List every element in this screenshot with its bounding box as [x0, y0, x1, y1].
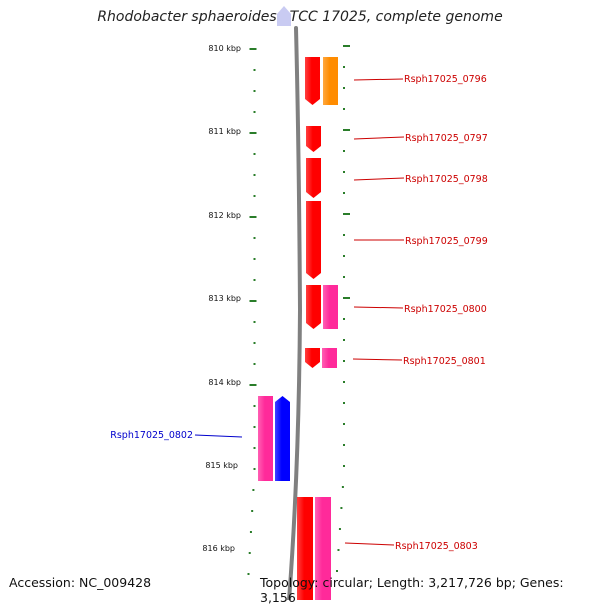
gene-leader-line [352, 358, 403, 361]
major-tick [249, 300, 257, 302]
minor-tick [343, 402, 345, 404]
scale-label: 814 kbp [208, 378, 241, 387]
minor-tick [253, 174, 256, 176]
gene-leader-line [194, 434, 243, 438]
scale-label: 810 kbp [208, 44, 241, 53]
gene-feature-block[interactable] [306, 201, 321, 279]
minor-tick [343, 87, 345, 89]
minor-tick [336, 570, 338, 572]
gene-leader-line [353, 177, 405, 181]
gene-feature-block[interactable] [306, 126, 321, 152]
minor-tick [253, 447, 256, 449]
minor-tick [253, 237, 256, 239]
minor-tick [253, 195, 256, 197]
minor-tick [253, 405, 256, 407]
gene-feature-block[interactable] [305, 348, 320, 368]
minor-tick [343, 66, 345, 68]
gene-feature-block[interactable] [305, 57, 320, 105]
minor-tick [253, 279, 256, 281]
major-tick [343, 45, 350, 47]
minor-tick [343, 381, 345, 383]
gene-feature-block[interactable] [297, 497, 313, 600]
minor-tick [343, 318, 345, 320]
minor-tick [343, 276, 345, 278]
minor-tick [251, 510, 254, 512]
minor-tick [253, 342, 256, 344]
minor-tick [343, 444, 345, 446]
major-tick [343, 129, 350, 131]
minor-tick [343, 150, 345, 152]
gene-label[interactable]: Rsph17025_0799 [405, 236, 488, 247]
minor-tick [343, 423, 345, 425]
gene-leader-line [353, 78, 404, 81]
minor-tick [249, 531, 252, 533]
scale-label: 813 kbp [208, 294, 241, 303]
gene-label[interactable]: Rsph17025_0798 [405, 174, 488, 185]
gene-feature-block[interactable] [315, 497, 331, 600]
scale-label: 812 kbp [208, 211, 241, 220]
minor-tick [341, 486, 344, 488]
gene-feature-block[interactable] [306, 158, 321, 198]
minor-tick [343, 255, 345, 257]
minor-tick [340, 507, 343, 509]
major-tick [249, 216, 257, 218]
gene-label[interactable]: Rsph17025_0800 [404, 304, 487, 315]
gene-feature-block[interactable] [323, 57, 338, 105]
major-tick [343, 213, 350, 215]
minor-tick [343, 360, 345, 362]
minor-tick [253, 90, 256, 92]
major-tick [249, 132, 257, 134]
minor-tick [253, 363, 256, 365]
minor-tick [338, 528, 341, 530]
topology-summary: Topology: circular; Length: 3,217,726 bp… [260, 575, 564, 605]
gene-label[interactable]: Rsph17025_0803 [395, 541, 478, 552]
minor-tick [337, 549, 340, 551]
feature-blocks [258, 57, 338, 600]
map-title: Rhodobacter sphaeroides ATCC 17025, comp… [97, 9, 503, 25]
minor-tick [253, 153, 256, 155]
scale-labels: 810 kbp 811 kbp 812 kbp 813 kbp 814 kbp 815 k… [202, 44, 241, 553]
gene-label[interactable]: Rsph17025_0796 [404, 74, 487, 85]
minor-tick [253, 258, 256, 260]
major-tick [249, 48, 257, 50]
gene-label[interactable]: Rsph17025_0797 [405, 133, 488, 144]
gene-leader-line [353, 136, 405, 140]
minor-tick [343, 108, 345, 110]
scroll-up-arrow-icon[interactable] [277, 6, 291, 26]
scale-ticks-right [336, 45, 350, 572]
minor-tick [343, 465, 345, 467]
minor-tick [253, 111, 256, 113]
minor-tick [253, 69, 256, 71]
minor-tick [343, 192, 345, 194]
minor-tick [252, 489, 255, 491]
minor-tick [253, 321, 256, 323]
scale-label: 816 kbp [202, 544, 235, 553]
gene-feature-block[interactable] [322, 348, 337, 368]
minor-tick [247, 573, 250, 575]
gene-labels: Rsph17025_0796 Rsph17025_0797 Rsph17025_07… [110, 74, 488, 552]
gene-label[interactable]: Rsph17025_0801 [403, 356, 486, 367]
gene-feature-block[interactable] [258, 396, 273, 481]
gene-feature-block[interactable] [323, 285, 338, 329]
gene-feature-block[interactable] [275, 396, 290, 481]
minor-tick [343, 339, 345, 341]
minor-tick [343, 171, 345, 173]
major-tick [343, 297, 350, 299]
accession-label: Accession: NC_009428 [9, 575, 152, 590]
genome-backbone [287, 26, 303, 600]
scale-label: 815 kbp [205, 461, 238, 470]
gene-leader-line [344, 542, 395, 546]
gene-leader-line [353, 306, 404, 309]
scale-label: 811 kbp [208, 127, 241, 136]
minor-tick [253, 468, 256, 470]
minor-tick [253, 426, 256, 428]
gene-feature-block[interactable] [306, 285, 321, 329]
minor-tick [248, 552, 251, 554]
scale-ticks-left [247, 48, 257, 575]
major-tick [249, 384, 257, 386]
minor-tick [343, 234, 345, 236]
gene-label[interactable]: Rsph17025_0802 [110, 430, 193, 441]
